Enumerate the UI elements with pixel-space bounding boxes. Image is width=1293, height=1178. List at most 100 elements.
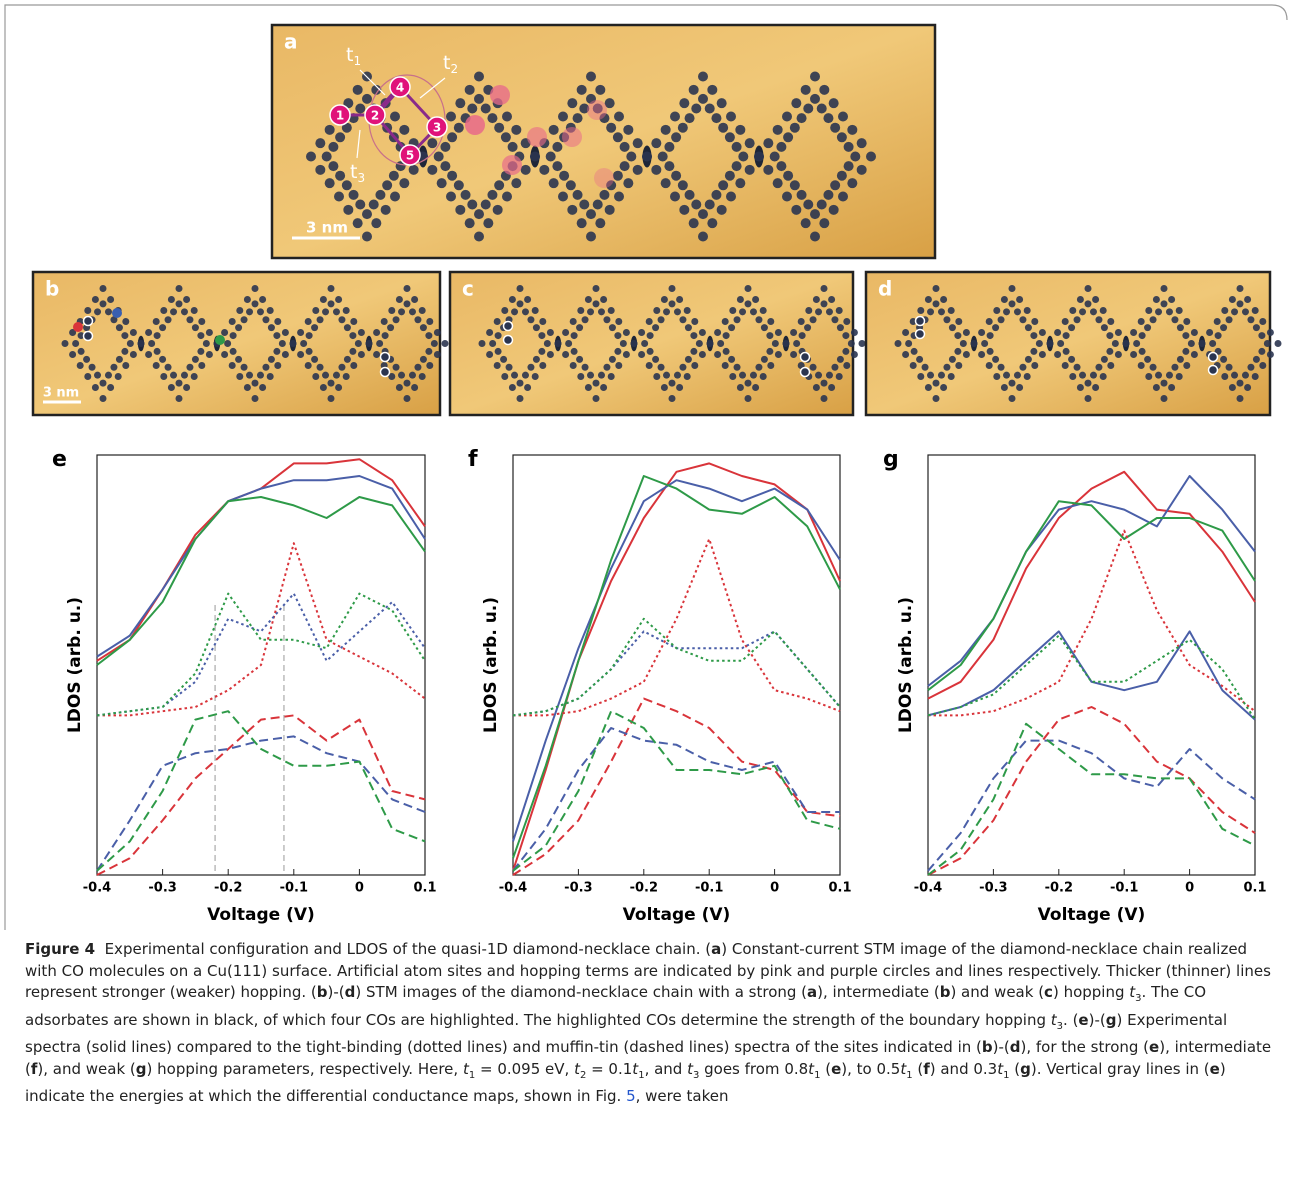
- co-molecule: [587, 371, 595, 379]
- co-molecule: [335, 296, 343, 303]
- co-molecule: [388, 373, 396, 380]
- caption-text: e: [1078, 1010, 1089, 1029]
- co-molecule: [1031, 362, 1039, 369]
- co-molecule: [717, 340, 725, 347]
- co-molecule: [453, 122, 464, 133]
- co-molecule: [191, 355, 199, 363]
- co-molecule: [1016, 384, 1024, 391]
- co-molecule: [804, 324, 812, 332]
- co-molecule: [902, 329, 910, 336]
- co-molecule: [1016, 296, 1024, 303]
- panel-label: e: [52, 447, 67, 472]
- co-molecule: [480, 103, 491, 114]
- co-molecule: [660, 124, 671, 135]
- co-molecule: [772, 124, 783, 135]
- y-axis-label: LDOS (arb. u.): [896, 597, 916, 733]
- co-molecule: [572, 113, 583, 124]
- co-molecule: [1175, 307, 1183, 314]
- co-molecule: [677, 180, 688, 191]
- caption-text: 1: [814, 1069, 821, 1081]
- co-molecule: [160, 373, 168, 380]
- co-molecule: [755, 363, 763, 371]
- co-molecule: [599, 113, 610, 124]
- caption-text: t: [997, 1059, 1004, 1078]
- co-molecule: [493, 362, 501, 369]
- panel-label: f: [468, 447, 478, 472]
- co-molecule: [760, 324, 768, 332]
- co-molecule: [796, 113, 807, 124]
- co-molecule: [501, 373, 509, 380]
- co-molecule: [145, 329, 153, 336]
- co-molecule: [338, 363, 346, 371]
- co-molecule: [843, 141, 854, 152]
- co-molecule: [962, 351, 970, 358]
- co-molecule: [538, 332, 546, 340]
- co-molecule: [327, 395, 335, 402]
- co-molecule: [440, 161, 451, 172]
- co-molecule: [820, 285, 828, 292]
- caption-text[interactable]: 5: [626, 1087, 636, 1105]
- co-molecule: [1069, 373, 1077, 380]
- co-molecule: [664, 161, 675, 172]
- x-tick-label: -0.1: [1110, 881, 1138, 896]
- co-molecule: [1068, 355, 1076, 363]
- co-molecule: [527, 363, 535, 371]
- co-molecule: [164, 363, 172, 371]
- co-molecule: [565, 340, 573, 347]
- co-molecule: [274, 362, 282, 369]
- co-molecule: [183, 384, 191, 391]
- co-molecule: [511, 178, 522, 189]
- co-molecule: [726, 111, 736, 122]
- co-molecule: [690, 332, 698, 340]
- co-molecule: [365, 340, 373, 347]
- x-tick-label: -0.3: [564, 881, 592, 896]
- co-molecule: [828, 384, 836, 391]
- co-molecule: [474, 209, 484, 220]
- co-molecule: [418, 307, 426, 314]
- site-ghost: [465, 115, 485, 135]
- co-molecule: [1225, 316, 1233, 324]
- spectrum-line: [928, 529, 1256, 717]
- co-molecule: [511, 308, 519, 316]
- co-molecule: [198, 318, 206, 325]
- co-molecule: [614, 111, 624, 122]
- caption-text: t: [1050, 1010, 1057, 1029]
- co-molecule: [403, 285, 411, 292]
- co-molecule: [843, 362, 851, 369]
- co-molecule: [607, 307, 615, 314]
- co-molecule: [83, 355, 91, 363]
- spectrum-line: [927, 706, 1256, 876]
- co-molecule: [1138, 332, 1146, 340]
- co-molecule: [847, 178, 858, 189]
- co-molecule: [932, 395, 940, 402]
- co-molecule: [856, 164, 867, 175]
- co-molecule: [1084, 395, 1092, 402]
- co-molecule: [354, 340, 362, 347]
- co-molecule: [1054, 351, 1062, 358]
- co-molecule: [937, 371, 945, 379]
- site-label: 2: [371, 109, 379, 123]
- co-molecule: [653, 307, 661, 314]
- caption-text: ) hopping: [1052, 983, 1130, 1001]
- co-molecule: [664, 141, 675, 152]
- co-molecule: [744, 379, 752, 387]
- co-molecule: [1160, 300, 1168, 308]
- co-molecule: [446, 111, 456, 122]
- co-molecule: [110, 316, 118, 324]
- co-molecule: [524, 384, 532, 391]
- highlighted-co: [82, 330, 94, 342]
- co-molecule: [603, 316, 611, 324]
- co-molecule: [126, 340, 134, 347]
- co-molecule: [619, 141, 630, 152]
- co-molecule: [175, 300, 183, 308]
- co-molecule: [304, 362, 312, 369]
- co-molecule: [1145, 373, 1153, 380]
- co-molecule: [352, 218, 363, 229]
- co-molecule: [341, 122, 352, 133]
- co-molecule: [838, 191, 848, 202]
- co-molecule: [236, 307, 244, 314]
- co-molecule: [711, 113, 722, 124]
- co-molecule: [1190, 329, 1198, 336]
- co-molecule: [316, 363, 324, 371]
- highlighted-co: [82, 315, 94, 327]
